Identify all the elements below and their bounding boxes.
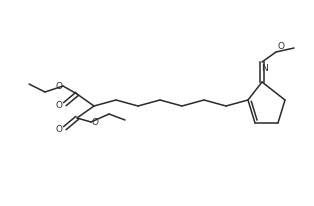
Text: O: O [55,82,62,90]
Text: N: N [261,64,268,73]
Text: O: O [92,117,99,126]
Text: O: O [55,124,62,133]
Text: O: O [55,101,62,110]
Text: O: O [277,42,284,51]
